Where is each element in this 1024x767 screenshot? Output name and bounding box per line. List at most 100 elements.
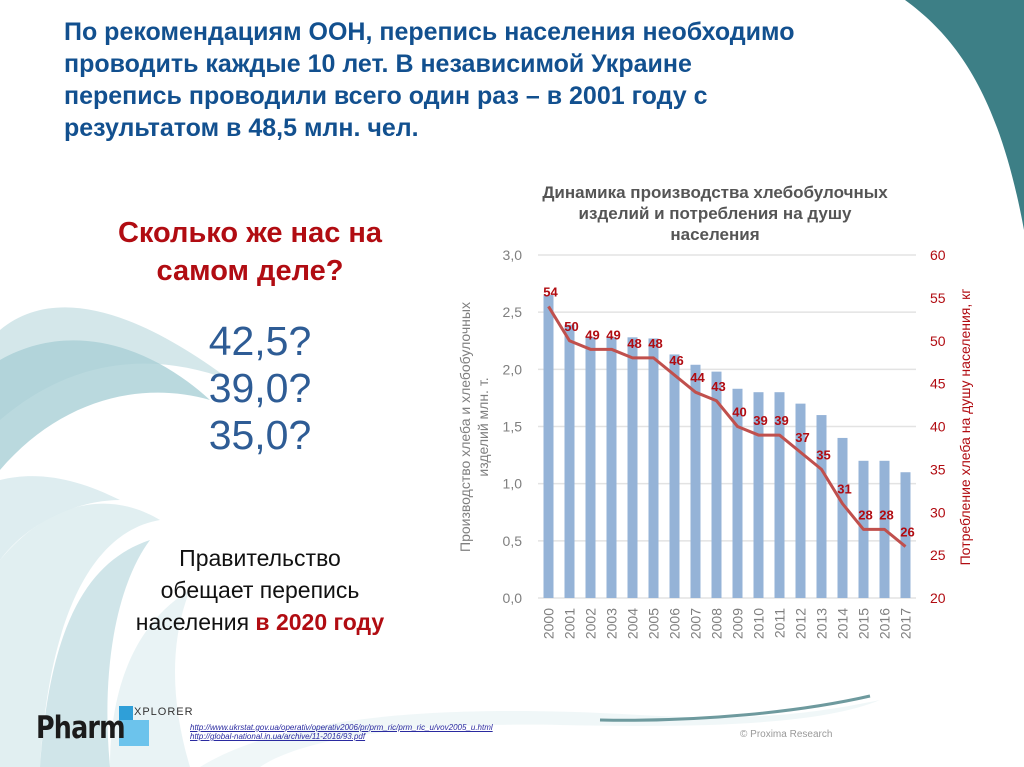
- right-tick-label: 30: [930, 504, 946, 520]
- left-tick-label: 0,0: [503, 590, 523, 606]
- consumption-line: [547, 305, 907, 548]
- data-label: 48: [648, 336, 662, 351]
- gridlines: [538, 254, 916, 599]
- year-label: 2000: [541, 608, 557, 639]
- data-label: 44: [690, 370, 705, 385]
- left-tick-label: 1,5: [503, 419, 523, 435]
- bar: [816, 415, 827, 598]
- data-label: 43: [711, 379, 725, 394]
- year-label: 2017: [898, 608, 914, 639]
- consumption-data-labels: 54 50 49 49 48 48 46 44 43 40 39 39 37 35 31 28 28 26: [543, 284, 914, 539]
- headline-line: По рекомендациям ООН, перепись населения…: [64, 18, 795, 46]
- year-label: 2011: [772, 608, 788, 638]
- left-tick-label: 2,5: [503, 304, 523, 320]
- question-line: Сколько же нас на: [117, 217, 383, 249]
- data-label: 31: [837, 482, 851, 497]
- right-tick-label: 25: [930, 547, 946, 563]
- year-label: 2013: [814, 608, 830, 639]
- promise-text: населения: [135, 609, 256, 635]
- copyright-notice: © Proxima Research: [740, 729, 833, 740]
- logo-text: Pharm: [36, 710, 126, 746]
- headline-line: проводить каждые 10 лет. В независимой У…: [64, 50, 692, 78]
- source-link[interactable]: http://www.ukrstat.gov.ua/operativ/opera…: [190, 723, 493, 732]
- slide-headline: По рекомендациям ООН, перепись населения…: [64, 16, 884, 144]
- bar: [732, 388, 743, 598]
- year-label: 2004: [625, 608, 641, 639]
- data-label: 28: [858, 507, 872, 522]
- year-label: 2005: [646, 608, 662, 639]
- right-tick-label: 55: [930, 290, 946, 306]
- pharmxplorer-logo: Pharm XPLORER: [36, 706, 193, 750]
- year-label: 2009: [730, 608, 746, 639]
- left-axis-title: Производство хлеба и хлебобулочных: [457, 302, 473, 552]
- logo-square-light: [119, 720, 149, 746]
- bar: [774, 392, 785, 598]
- left-tick-label: 2,0: [503, 361, 523, 377]
- year-label: 2007: [688, 608, 704, 639]
- headline-line: перепись проводили всего один раз – в 20…: [64, 82, 708, 110]
- chart-title-line: населения: [670, 225, 760, 244]
- guess-value: 39,0?: [208, 365, 312, 411]
- source-link[interactable]: http://global-national.in.ua/archive/11-…: [190, 732, 366, 741]
- bar: [669, 354, 680, 598]
- population-guesses: 42,5? 39,0? 35,0?: [60, 318, 460, 459]
- consumption-line-path: [547, 305, 907, 548]
- data-label: 35: [816, 447, 830, 462]
- question-line: самом деле?: [156, 255, 344, 287]
- left-axis-title: изделий млн. т.: [475, 377, 491, 476]
- bar: [627, 337, 638, 598]
- logo-square-dark: [119, 706, 133, 720]
- guess-value: 42,5?: [208, 318, 312, 364]
- bar: [543, 295, 554, 598]
- data-label: 46: [669, 353, 683, 368]
- year-label: 2008: [709, 608, 725, 639]
- data-label: 26: [900, 525, 914, 540]
- right-axis-ticks: 20 25 30 35 40 45 50 55 60: [930, 247, 946, 606]
- right-axis-title: Потребление хлеба на душу населения, кг: [957, 289, 973, 566]
- left-tick-label: 3,0: [503, 247, 523, 263]
- promise-line: обещает перепись: [160, 577, 360, 603]
- data-label: 50: [564, 319, 578, 334]
- data-label: 28: [879, 507, 893, 522]
- bar: [837, 437, 848, 598]
- right-tick-label: 20: [930, 590, 946, 606]
- left-tick-label: 0,5: [503, 533, 523, 549]
- source-links: http://www.ukrstat.gov.ua/operativ/opera…: [190, 723, 493, 741]
- year-label: 2012: [793, 608, 809, 639]
- chart-title-line: изделий и потребления на душу: [578, 204, 852, 223]
- bar: [606, 337, 617, 598]
- right-tick-label: 45: [930, 376, 946, 392]
- x-axis-year-labels: 2000 2001 2002 2003 2004 2005 2006 2007 2008 2009…: [541, 608, 914, 639]
- promise-line: населения в 2020 году: [60, 606, 460, 638]
- right-tick-label: 50: [930, 333, 946, 349]
- data-label: 49: [585, 327, 599, 342]
- right-tick-label: 60: [930, 247, 946, 263]
- promise-line: Правительство: [179, 545, 341, 571]
- year-label: 2015: [856, 608, 872, 639]
- year-label: 2010: [751, 608, 767, 639]
- bar: [795, 403, 806, 598]
- bar: [711, 371, 722, 598]
- chart-title: Динамика производства хлебобулочных изде…: [480, 182, 950, 245]
- year-label: 2016: [877, 608, 893, 639]
- year-label: 2014: [835, 608, 851, 639]
- right-tick-label: 35: [930, 461, 946, 477]
- headline-line: результатом в 48,5 млн. чел.: [64, 114, 419, 142]
- guess-value: 35,0?: [208, 412, 312, 458]
- bar: [564, 324, 575, 598]
- year-label: 2003: [604, 608, 620, 639]
- promise-highlight: в 2020 году: [255, 609, 385, 635]
- government-promise: Правительство обещает перепись населения…: [60, 542, 460, 638]
- bar: [753, 392, 764, 598]
- year-label: 2002: [583, 608, 599, 639]
- production-bars: [543, 295, 911, 598]
- bar: [648, 338, 659, 598]
- data-label: 37: [795, 430, 809, 445]
- bar: [900, 472, 911, 598]
- question-heading: Сколько же нас на самом деле?: [60, 214, 440, 290]
- corner-swoosh: [905, 0, 1024, 230]
- bar: [585, 337, 596, 598]
- year-label: 2001: [562, 608, 578, 639]
